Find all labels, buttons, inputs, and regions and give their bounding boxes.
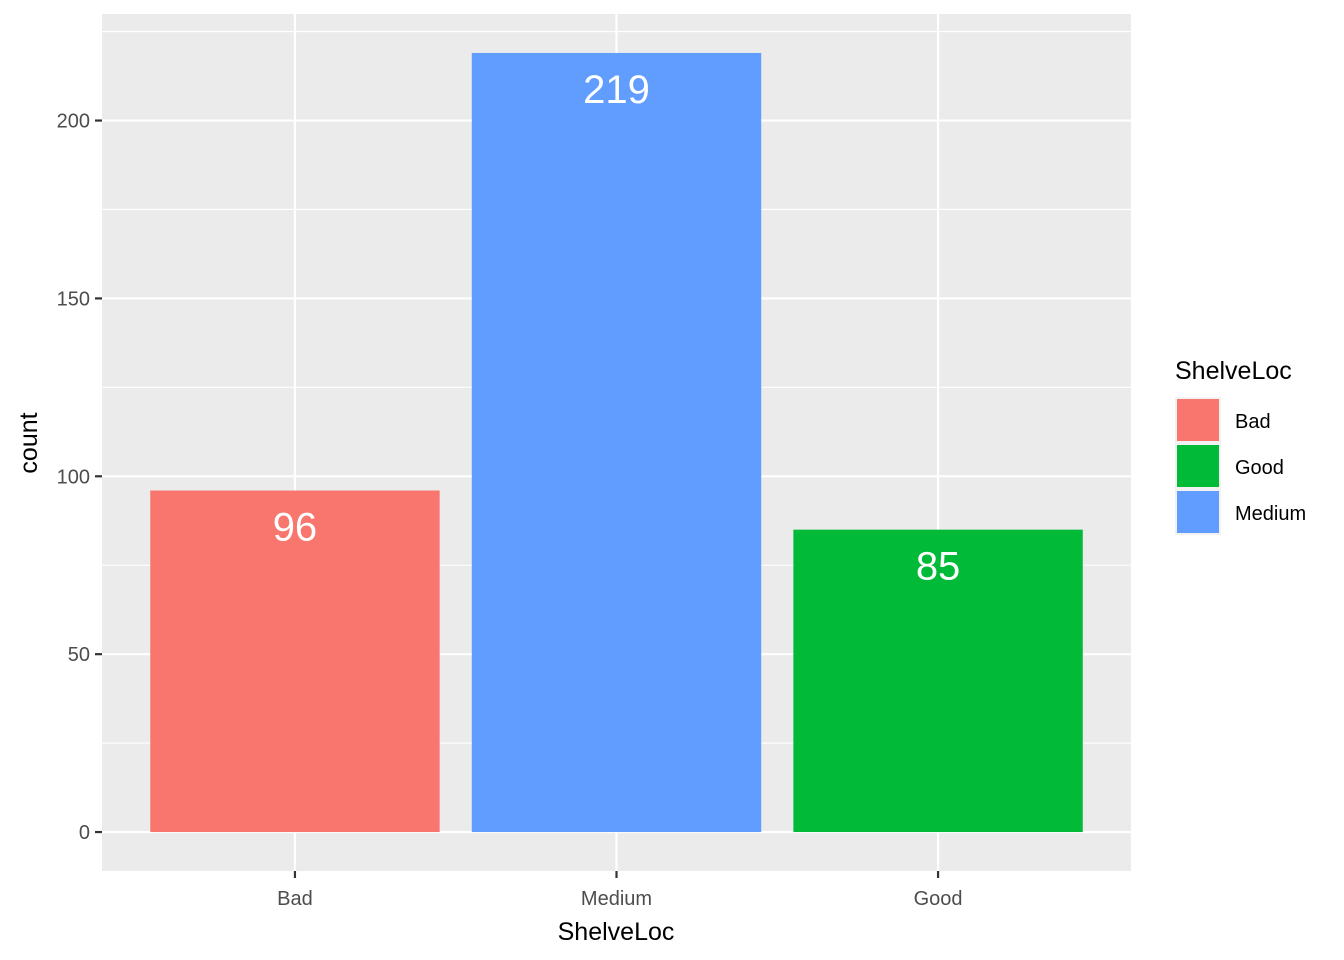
legend-swatch-bad bbox=[1177, 399, 1219, 441]
x-tick-label: Bad bbox=[277, 888, 313, 910]
bar-good bbox=[793, 529, 1083, 833]
x-tick-label: Medium bbox=[581, 888, 652, 910]
data-label-bad: 96 bbox=[273, 506, 318, 550]
y-tick-label: 100 bbox=[57, 466, 90, 488]
legend-swatch-medium bbox=[1177, 491, 1219, 533]
legend: ShelveLoc Bad Good Medium bbox=[1175, 357, 1306, 535]
x-tick-label: Good bbox=[914, 888, 963, 910]
data-labels: 96 219 85 bbox=[273, 68, 961, 589]
legend-label-bad: Bad bbox=[1235, 411, 1271, 433]
legend-label-medium: Medium bbox=[1235, 503, 1306, 525]
x-axis-title: ShelveLoc bbox=[558, 918, 675, 946]
x-axis: Bad Medium Good bbox=[277, 871, 963, 910]
y-tick-label: 0 bbox=[79, 822, 90, 844]
legend-title: ShelveLoc bbox=[1175, 357, 1292, 385]
data-label-good: 85 bbox=[916, 545, 961, 589]
bar-bad bbox=[150, 490, 440, 833]
y-axis: 0 50 100 150 200 bbox=[57, 111, 102, 844]
y-tick-label: 50 bbox=[68, 644, 90, 666]
y-axis-title: count bbox=[15, 412, 43, 473]
y-tick-label: 150 bbox=[57, 288, 90, 310]
data-label-medium: 219 bbox=[583, 68, 650, 112]
y-tick-label: 200 bbox=[57, 111, 90, 133]
legend-swatch-good bbox=[1177, 445, 1219, 487]
bar-medium bbox=[471, 52, 762, 833]
bars bbox=[150, 52, 1083, 833]
legend-label-good: Good bbox=[1235, 457, 1284, 479]
